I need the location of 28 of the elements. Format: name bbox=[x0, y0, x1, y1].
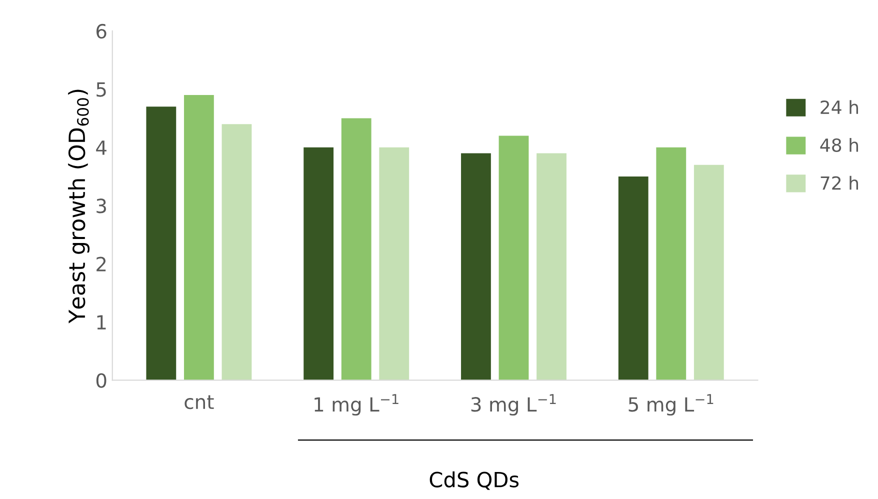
x-tick-label: 1 mg L$^{−1}$ bbox=[314, 394, 398, 416]
bar bbox=[461, 153, 491, 380]
y-axis-title: Yeast growth (OD$_{600}$) bbox=[68, 90, 90, 324]
y-tick-label: 2 bbox=[96, 256, 106, 272]
x-tick-label: cnt bbox=[184, 395, 214, 410]
bar bbox=[146, 106, 176, 380]
legend-label: 24 h bbox=[820, 100, 858, 114]
bar bbox=[498, 136, 529, 380]
bar bbox=[184, 94, 214, 380]
y-tick-label: 6 bbox=[96, 24, 106, 39]
bar bbox=[656, 147, 686, 380]
bar bbox=[618, 176, 648, 380]
bar bbox=[694, 164, 724, 380]
y-tick-label: 0 bbox=[96, 373, 106, 388]
y-tick-label: 3 bbox=[96, 198, 106, 214]
bar bbox=[222, 124, 252, 380]
x-axis-title: CdS QDs bbox=[430, 471, 519, 490]
y-tick-label: 4 bbox=[96, 140, 106, 155]
bar bbox=[304, 147, 334, 380]
legend-label: 48 h bbox=[820, 138, 858, 152]
y-tick-label: 1 bbox=[97, 315, 106, 330]
legend-label: 72 h bbox=[820, 176, 858, 190]
y-tick-label: 5 bbox=[96, 82, 106, 97]
bar bbox=[536, 153, 566, 380]
x-tick-label: 3 mg L$^{−1}$ bbox=[471, 394, 556, 416]
bar bbox=[379, 147, 410, 380]
bar bbox=[341, 118, 372, 380]
x-tick-label: 5 mg L$^{−1}$ bbox=[628, 394, 714, 416]
